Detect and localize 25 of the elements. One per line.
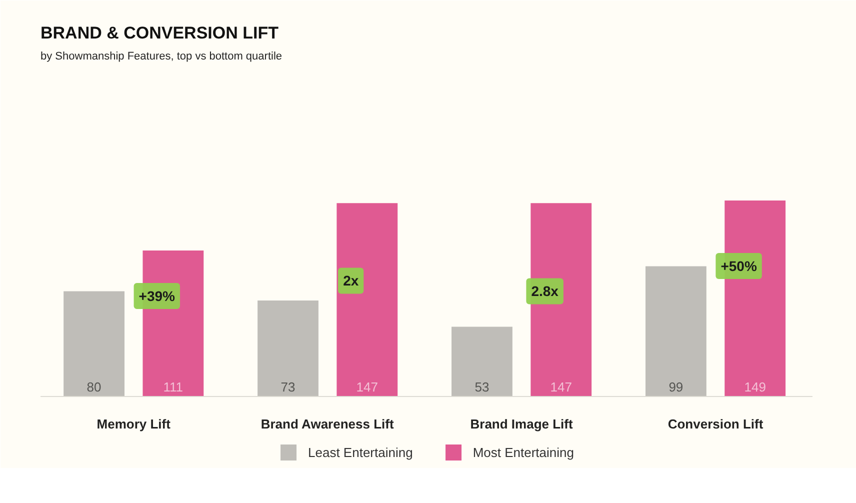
x-tick-label: Conversion Lift (668, 416, 764, 432)
data-label: 99 (668, 379, 684, 394)
data-label: 111 (163, 379, 184, 394)
bar (336, 203, 398, 396)
bar (258, 300, 318, 396)
data-label: 149 (744, 379, 766, 394)
annotation: 2.8x (531, 283, 559, 300)
chart-title: BRAND & CONVERSION LIFT (40, 24, 280, 42)
data-label: 147 (550, 379, 572, 394)
chart-subtitle: by Showmanship Features, top vs bottom quartile (40, 50, 282, 62)
legend-label: Most Entertaining (472, 444, 574, 460)
data-label: 147 (356, 379, 378, 394)
x-tick-label: Brand Image Lift (470, 416, 574, 432)
data-label: 80 (86, 379, 102, 394)
bar (64, 291, 124, 396)
bar (452, 326, 512, 396)
annotation: +39% (138, 288, 176, 304)
annotation: +50% (720, 258, 758, 274)
bar (645, 266, 706, 396)
x-tick-label: Memory Lift (96, 416, 172, 432)
annotation: 2x (343, 272, 359, 289)
legend-label: Least Entertaining (308, 444, 413, 460)
data-label: 53 (474, 379, 490, 394)
x-tick-label: Brand Awareness Lift (260, 416, 394, 432)
data-label: 73 (280, 379, 296, 394)
